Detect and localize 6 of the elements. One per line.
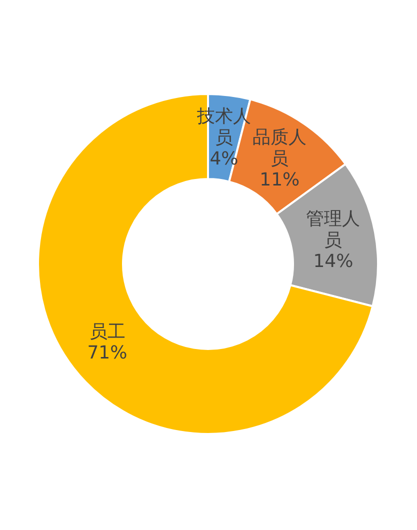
slice-label: 管理人员 — [306, 208, 360, 251]
data-label: 14% — [313, 251, 354, 272]
slice-label: 员工 — [89, 320, 126, 342]
slice-label: 品质人员 — [252, 126, 307, 170]
data-label: 71% — [87, 342, 128, 364]
data-label: 11% — [260, 170, 300, 191]
